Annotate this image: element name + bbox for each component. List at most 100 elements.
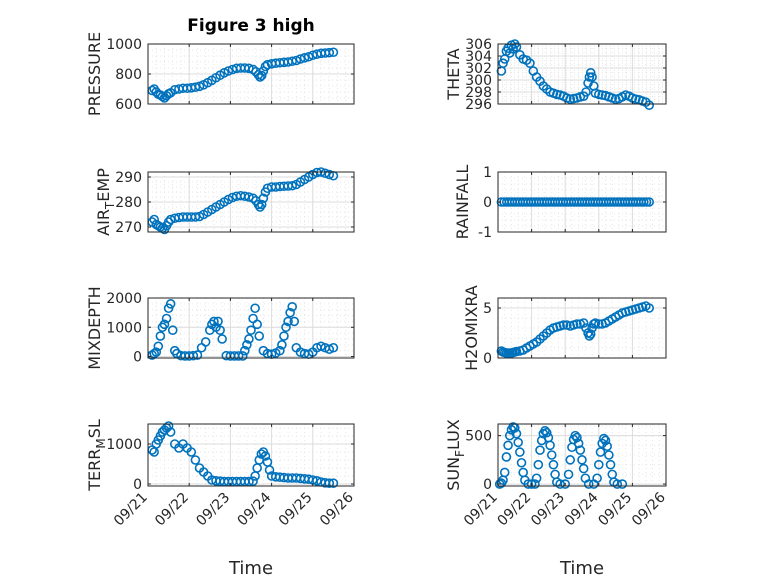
data-point [213, 316, 223, 327]
x-tick-label: 09/26 [629, 489, 669, 529]
data-point [572, 319, 582, 329]
data-point [548, 459, 559, 470]
y-axis-label: TERRMSL [85, 419, 108, 492]
data-point [545, 440, 555, 451]
data-point [612, 479, 623, 489]
data-point [644, 100, 655, 110]
data-point [602, 441, 613, 452]
y-tick-label: 0 [133, 350, 142, 366]
data-point [250, 303, 260, 314]
data-point [163, 421, 174, 431]
x-tick-label: 09/25 [595, 490, 635, 530]
y-axis-label: SUNFLUX [444, 419, 467, 491]
data-point [153, 341, 164, 352]
figure-title: Figure 3 high [187, 16, 315, 36]
data-point [575, 445, 586, 455]
data-point [252, 319, 262, 330]
data-point [281, 322, 291, 333]
data-point [573, 438, 584, 449]
data-point [499, 467, 510, 478]
data-point [190, 212, 201, 222]
data-point [190, 455, 201, 465]
data-point [587, 72, 597, 82]
data-point [167, 325, 178, 335]
data-point [264, 465, 275, 475]
y-tick-label: 306 [465, 37, 492, 53]
y-tick-label: 298 [465, 85, 492, 101]
data-point [258, 193, 269, 204]
data-point [530, 479, 540, 489]
data-point [584, 72, 595, 82]
data-point [511, 346, 522, 357]
data-point [316, 341, 326, 352]
data-point [200, 337, 211, 347]
axes-frame [497, 297, 667, 359]
data-point [560, 479, 571, 489]
data-point [328, 342, 339, 353]
data-point [279, 331, 289, 341]
y-tick-label: 800 [115, 67, 142, 83]
data-point [244, 192, 254, 202]
x-tick-label: 09/22 [495, 490, 535, 530]
axes-frame [147, 297, 355, 359]
data-point [546, 450, 557, 460]
data-point [237, 351, 248, 361]
data-point [209, 316, 219, 327]
y-tick-label: 500 [465, 429, 492, 445]
data-point [320, 168, 330, 179]
data-point [165, 299, 176, 309]
data-point [275, 345, 285, 356]
data-point [578, 463, 589, 474]
data-point [555, 479, 565, 489]
data-point [595, 447, 606, 457]
data-point [194, 81, 205, 92]
data-point [639, 197, 649, 207]
y-tick-label: 600 [115, 97, 142, 113]
x-tick-label: 09/23 [193, 490, 233, 530]
data-point [503, 440, 513, 451]
data-point [558, 320, 569, 330]
x-tick-label: 09/25 [276, 490, 316, 530]
data-point [240, 345, 250, 356]
chart-panel-3: -1 0 1 RAINFALL [453, 165, 667, 241]
data-point [244, 334, 254, 344]
data-point [256, 70, 267, 81]
y-tick-label: 1000 [106, 37, 142, 53]
data-point [287, 180, 298, 191]
y-tick-label: 1 [483, 165, 492, 181]
data-point [283, 316, 293, 327]
data-point [572, 432, 582, 443]
x-tick-label: 09/21 [111, 490, 151, 530]
data-point [644, 197, 655, 207]
data-point [516, 457, 527, 468]
data-point [583, 479, 594, 489]
y-tick-label: 270 [115, 220, 142, 236]
x-tick-label: 09/21 [461, 490, 501, 530]
axes-frame [147, 423, 355, 487]
data-point [593, 319, 604, 329]
data-point [563, 469, 574, 480]
data-point [525, 58, 535, 69]
data-point [523, 479, 534, 489]
data-point [248, 193, 258, 204]
axes-frame [497, 43, 667, 105]
data-point [504, 430, 515, 441]
data-point [291, 55, 302, 66]
data-point [585, 68, 596, 78]
data-point [577, 455, 587, 465]
data-point [246, 325, 256, 335]
y-axis-label: H2OMIXRA [462, 285, 481, 371]
axes-frame [497, 423, 667, 487]
data-point [303, 51, 314, 62]
data-point [535, 445, 545, 455]
data-point [578, 318, 589, 328]
data-point [254, 331, 265, 341]
data-point [324, 169, 335, 180]
y-tick-label: 302 [465, 61, 492, 77]
data-point [501, 452, 512, 462]
